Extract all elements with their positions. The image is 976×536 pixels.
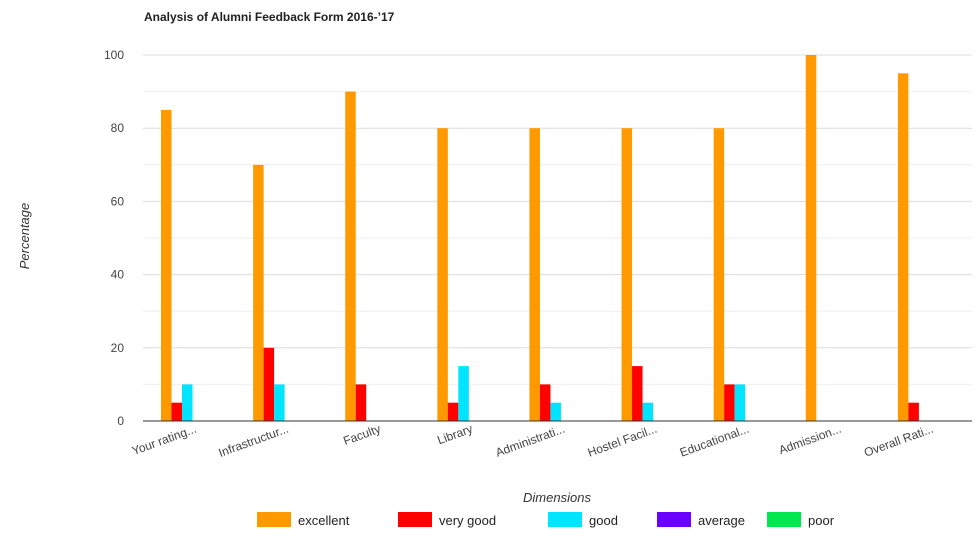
legend-label: very good <box>439 513 496 528</box>
bar-excellent-4 <box>529 128 540 421</box>
bar-very-good-4 <box>539 384 551 421</box>
y-axis-tick-labels: 0 20 40 60 80 100 <box>104 48 124 428</box>
bar-excellent-8 <box>897 73 909 422</box>
x-tick-label: Library <box>435 422 474 448</box>
x-tick-label: Your rating... <box>130 422 198 458</box>
legend-swatch <box>767 512 801 527</box>
legend-item-very-good: very good <box>398 512 496 528</box>
legend-label: excellent <box>298 513 350 528</box>
y-tick-label: 80 <box>111 121 125 135</box>
x-tick-label: Faculty <box>341 422 382 448</box>
chart-title: Analysis of Alumni Feedback Form 2016-’1… <box>144 10 395 24</box>
y-tick-label: 40 <box>111 268 125 282</box>
bar-excellent-7 <box>805 55 817 421</box>
bar-good-0 <box>182 384 193 421</box>
bar-excellent-1 <box>253 164 264 422</box>
bar-good-1 <box>274 384 285 421</box>
x-axis-title: Dimensions <box>523 490 591 505</box>
legend-label: good <box>589 513 618 528</box>
bar-excellent-6 <box>713 128 725 421</box>
legend-label: poor <box>808 513 835 528</box>
bars <box>161 55 919 422</box>
y-tick-label: 0 <box>117 414 124 428</box>
legend-item-poor: poor <box>767 512 835 528</box>
bar-excellent-2 <box>345 91 356 421</box>
bar-excellent-3 <box>437 128 448 421</box>
legend-item-good: good <box>548 512 618 528</box>
legend-swatch <box>398 512 432 527</box>
bar-good-3 <box>458 366 469 421</box>
legend-item-excellent: excellent <box>257 512 350 528</box>
bar-excellent-5 <box>621 128 633 421</box>
bar-good-6 <box>734 384 746 421</box>
legend-swatch <box>657 512 691 527</box>
legend-label: average <box>698 513 745 528</box>
bar-very-good-6 <box>724 384 735 421</box>
x-tick-label: Infrastructur... <box>217 422 291 460</box>
y-tick-label: 100 <box>104 48 124 62</box>
bar-very-good-0 <box>171 402 182 421</box>
bar-excellent-0 <box>161 109 172 422</box>
bar-very-good-2 <box>355 384 367 421</box>
x-tick-label: Administrati... <box>494 422 567 460</box>
gridlines <box>143 54 972 385</box>
legend: excellent very good good average poor <box>257 512 835 528</box>
bar-very-good-1 <box>263 347 275 421</box>
legend-swatch <box>548 512 582 527</box>
x-axis-tick-labels: Your rating... Infrastructur... Faculty Lib… <box>130 422 935 460</box>
bar-very-good-3 <box>447 402 459 421</box>
x-tick-label: Hostel Facil... <box>586 422 659 460</box>
legend-item-average: average <box>657 512 745 528</box>
bar-very-good-5 <box>632 366 643 421</box>
bar-very-good-8 <box>908 402 919 421</box>
x-tick-label: Admission... <box>777 422 843 458</box>
y-tick-label: 60 <box>111 194 125 208</box>
y-axis-title: Percentage <box>17 203 32 270</box>
x-tick-label: Educational... <box>678 422 751 460</box>
bar-good-5 <box>642 402 654 421</box>
y-tick-label: 20 <box>111 341 125 355</box>
bar-good-4 <box>550 402 561 421</box>
legend-swatch <box>257 512 291 527</box>
x-tick-label: Overall Rati... <box>862 422 935 460</box>
